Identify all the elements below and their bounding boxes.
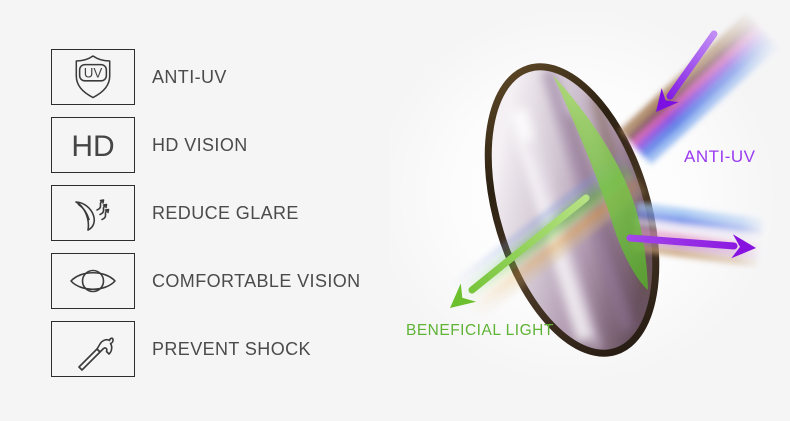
eye-icon xyxy=(70,269,116,293)
uv-shield-icon-box: UV xyxy=(51,49,135,105)
feature-label: REDUCE GLARE xyxy=(152,202,299,223)
beneficial-light-arrow xyxy=(450,194,590,308)
lens-diagram-svg: ANTI-UV BENEFICIAL LIGHT xyxy=(370,5,780,385)
feature-row-hd-vision: HD HD VISION xyxy=(51,117,248,173)
feature-row-comfortable-vision: COMFORTABLE VISION xyxy=(51,253,361,309)
uv-glyph: UV xyxy=(84,65,103,80)
reduce-glare-icon xyxy=(75,199,110,231)
reduce-glare-icon-box xyxy=(51,185,135,241)
feature-row-reduce-glare: REDUCE GLARE xyxy=(51,185,299,241)
uv-arrow-reflected xyxy=(626,234,756,259)
uv-arrow-incoming xyxy=(656,30,718,112)
hd-icon: HD xyxy=(71,130,114,163)
anti-uv-label: ANTI-UV xyxy=(684,147,756,166)
feature-label: HD VISION xyxy=(152,134,248,155)
feature-label: COMFORTABLE VISION xyxy=(152,270,361,291)
hammer-icon-box xyxy=(51,321,135,377)
hd-glyph: HD xyxy=(71,130,114,163)
green-filter-blade xyxy=(553,75,648,290)
feature-row-prevent-shock: PREVENT SHOCK xyxy=(51,321,311,377)
feature-label: ANTI-UV xyxy=(152,66,227,87)
uv-shield-icon: UV xyxy=(75,55,111,99)
lens-diagram: ANTI-UV BENEFICIAL LIGHT xyxy=(370,0,790,421)
beneficial-light-label: BENEFICIAL LIGHT xyxy=(406,322,554,339)
feature-row-anti-uv: UV ANTI-UV xyxy=(51,49,227,105)
hammer-icon xyxy=(78,337,114,371)
eye-icon-box xyxy=(51,253,135,309)
feature-label: PREVENT SHOCK xyxy=(152,338,311,359)
hd-icon-box: HD xyxy=(51,117,135,173)
